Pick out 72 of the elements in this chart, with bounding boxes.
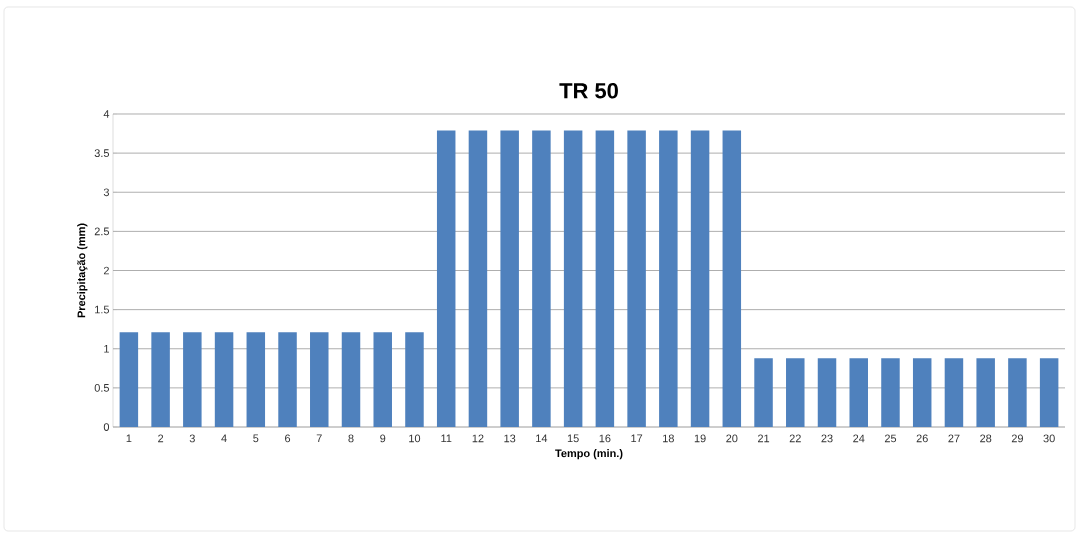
x-tick-label: 17 [631,434,643,443]
x-tick-label: 16 [599,434,611,443]
y-tick-label: 3.5 [94,149,110,157]
x-tick-label: 7 [316,434,322,443]
bar [183,332,202,427]
x-tick-label: 25 [884,434,897,443]
x-tick-label: 23 [821,434,833,443]
x-tick-label: 4 [221,434,227,443]
y-tick-label: 2 [103,266,109,275]
chart-title: TR 50 [559,82,618,99]
bar [627,130,646,427]
bar [881,358,900,427]
bar [976,358,995,427]
bar [912,358,932,427]
bar [563,130,583,427]
bar [659,130,678,427]
x-tick-label: 6 [285,434,291,443]
y-tick-label: 3 [103,188,109,197]
bar [151,332,170,427]
bar [1008,358,1027,427]
bar [944,358,964,427]
x-tick-label: 22 [789,434,801,443]
bar [405,332,424,427]
bar [786,358,805,427]
x-tick-label: 1 [126,434,132,443]
bar [468,130,488,427]
x-axis-title: Tempo (min.) [555,449,623,460]
x-tick-label: 27 [948,434,960,443]
bar [722,130,742,427]
bar [595,130,615,427]
y-tick-label: 4 [103,110,110,118]
bar [310,332,329,427]
bar [278,332,297,427]
x-tick-label: 26 [916,434,928,443]
bar [690,130,710,427]
x-tick-label: 13 [504,434,516,443]
y-tick-label: 1.5 [95,305,110,314]
x-tick-label: 11 [441,434,452,443]
y-axis-title: Precipitação (mm) [77,223,88,318]
bar [500,130,519,427]
x-tick-label: 21 [757,434,770,443]
bar [1039,358,1059,427]
bar [119,332,139,427]
x-tick-label: 15 [567,434,579,443]
x-tick-label: 24 [853,434,865,443]
x-tick-label: 19 [694,434,706,443]
x-tick-label: 30 [1043,434,1055,443]
bar [246,332,266,427]
x-tick-label: 2 [158,434,164,443]
x-tick-label: 20 [726,434,738,443]
x-tick-label: 28 [980,434,992,443]
x-tick-label: 5 [253,434,259,443]
x-tick-label: 29 [1011,434,1023,443]
x-tick-label: 9 [380,434,386,443]
bar [849,358,868,427]
x-tick-label: 14 [536,434,548,443]
bar [532,130,551,427]
x-tick-label: 3 [189,434,195,443]
bar [373,332,392,427]
bar [754,358,773,427]
x-tick-label: 18 [663,434,674,443]
x-tick-label: 8 [348,434,354,443]
x-tick-label: 10 [409,434,421,443]
bar [214,332,234,427]
y-tick-label: 0 [103,423,110,431]
x-tick-label: 12 [472,434,484,443]
y-tick-label: 1 [104,344,109,353]
bar [817,358,837,427]
y-tick-label: 2.5 [94,227,110,236]
bar [341,332,361,427]
y-tick-label: 0.5 [94,384,110,392]
bar [436,130,456,427]
